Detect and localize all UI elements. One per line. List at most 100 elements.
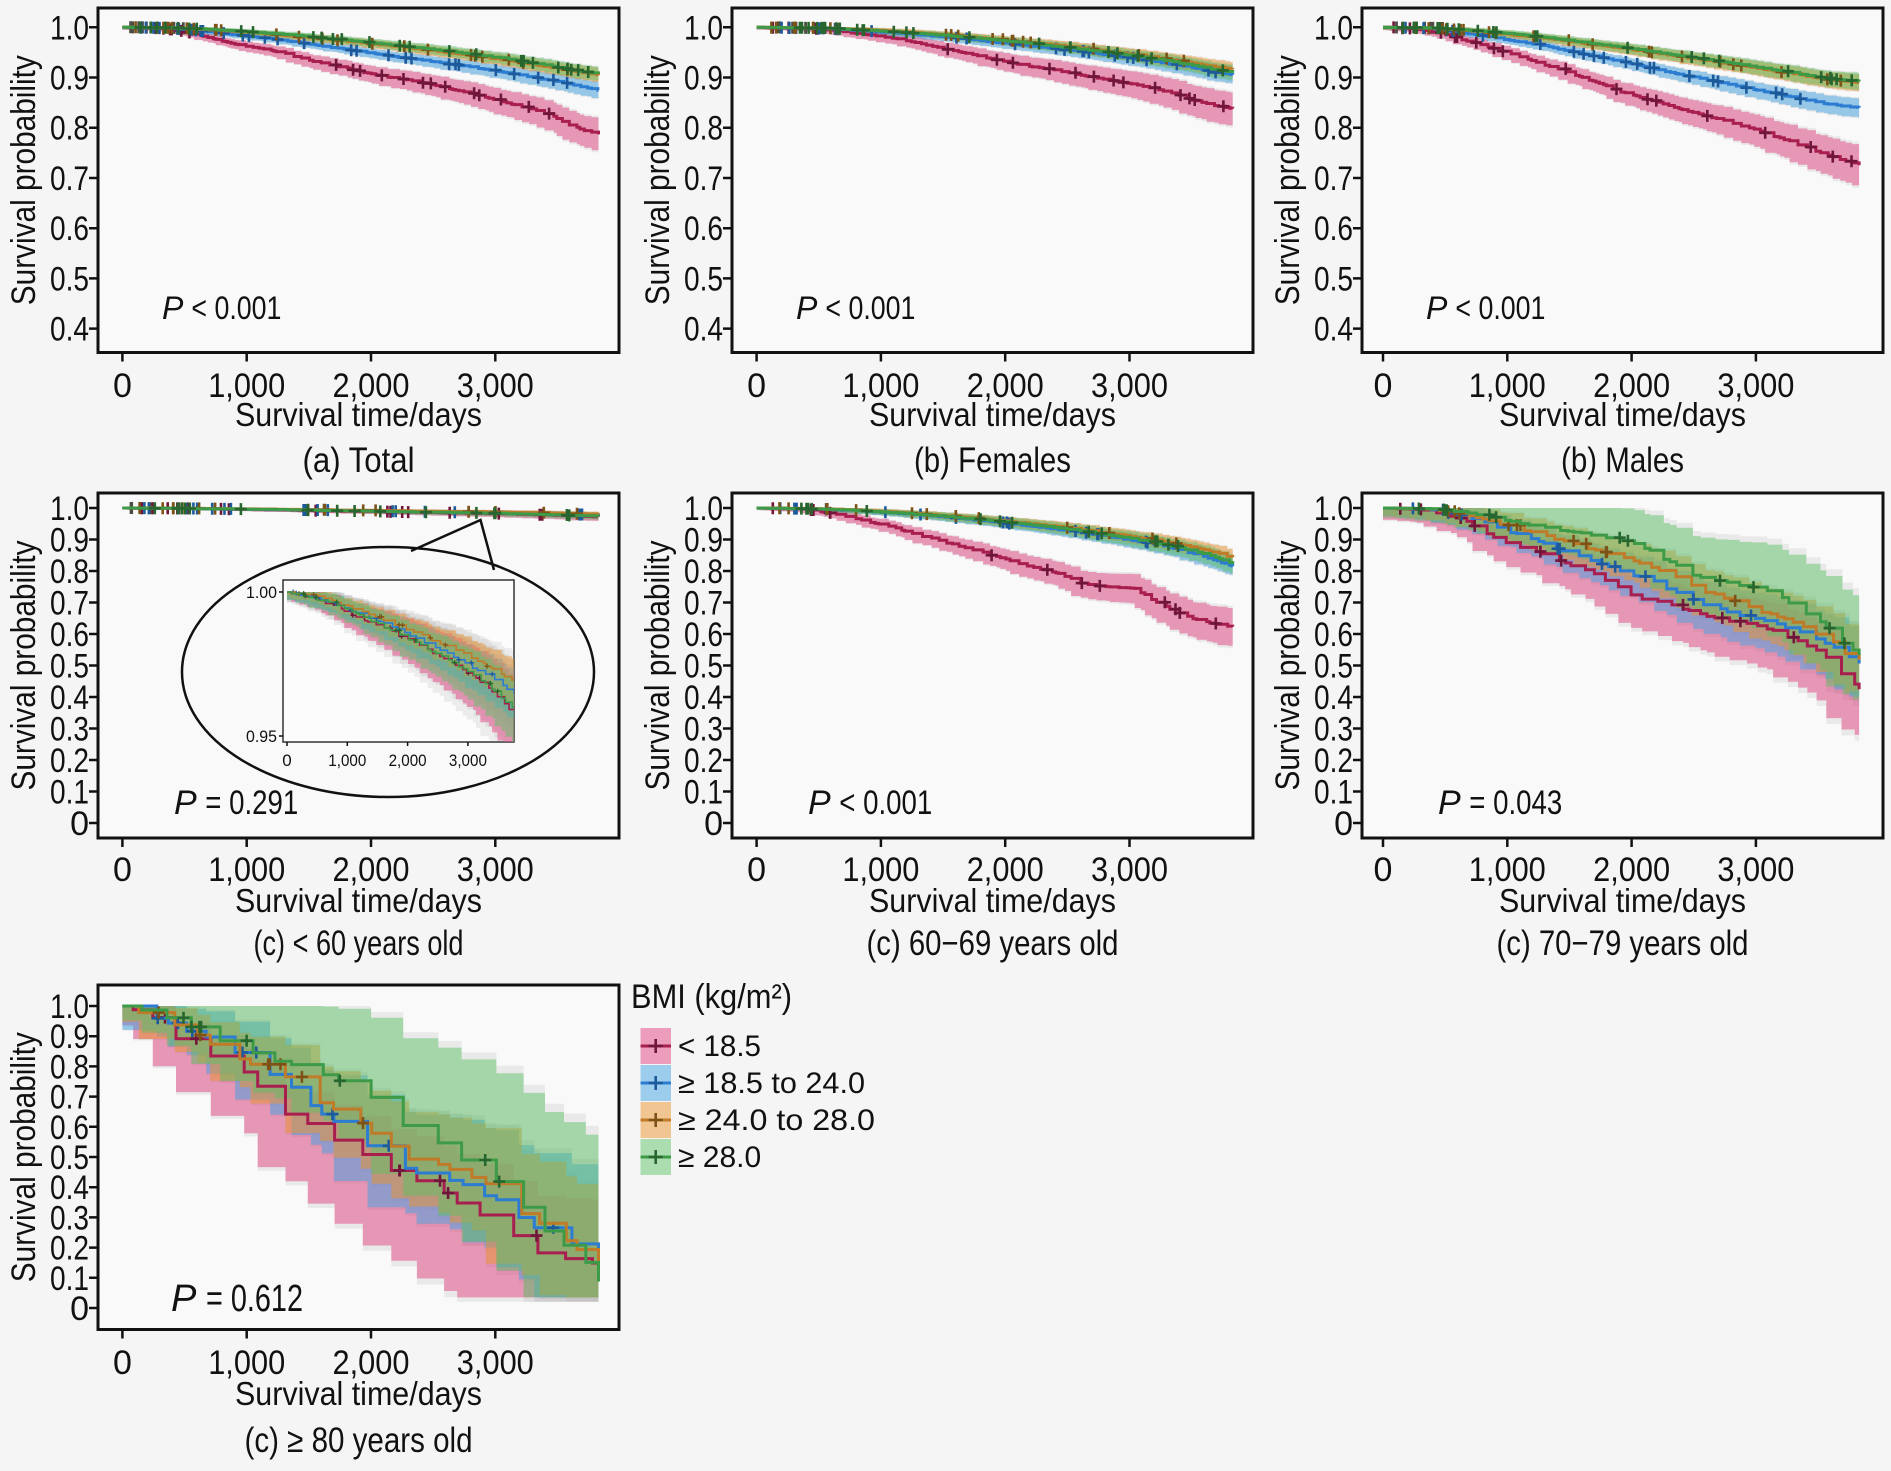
svg-text:0.8: 0.8 <box>50 1048 89 1086</box>
svg-text:0: 0 <box>1334 805 1353 843</box>
svg-text:0.6: 0.6 <box>684 210 723 248</box>
svg-text:1.0: 1.0 <box>684 9 723 47</box>
svg-text:(b) Males: (b) Males <box>1561 441 1684 480</box>
svg-text:0.8: 0.8 <box>1314 110 1353 148</box>
svg-text:Survival time/days: Survival time/days <box>235 396 482 433</box>
svg-text:1,000: 1,000 <box>842 851 919 889</box>
svg-text:0.2: 0.2 <box>50 742 89 780</box>
svg-text:Survival time/days: Survival time/days <box>869 882 1116 919</box>
svg-text:0.7: 0.7 <box>50 160 89 198</box>
svg-text:2,000: 2,000 <box>967 851 1044 889</box>
svg-text:(b) Females: (b) Females <box>914 441 1071 480</box>
svg-text:0.1: 0.1 <box>684 774 723 812</box>
svg-text:0.6: 0.6 <box>684 616 723 654</box>
svg-text:0.2: 0.2 <box>684 742 723 780</box>
svg-text:BMI (kg/m²): BMI (kg/m²) <box>631 978 792 1016</box>
svg-text:Survival time/days: Survival time/days <box>1499 396 1746 433</box>
svg-text:0.6: 0.6 <box>50 616 89 654</box>
svg-text:Survival probability: Survival probability <box>5 541 43 791</box>
svg-text:0: 0 <box>113 1344 132 1382</box>
svg-text:P: P <box>162 290 184 326</box>
svg-text:2,000: 2,000 <box>967 367 1044 405</box>
svg-text:Survival time/days: Survival time/days <box>235 1375 482 1412</box>
svg-text:≥ 18.5 to 24.0: ≥ 18.5 to 24.0 <box>678 1067 865 1100</box>
svg-text:0.9: 0.9 <box>50 60 89 98</box>
svg-text:(c) 60−69 years old: (c) 60−69 years old <box>867 924 1119 963</box>
svg-text:P: P <box>1426 290 1448 326</box>
svg-text:0.4: 0.4 <box>1314 679 1353 717</box>
svg-text:0.7: 0.7 <box>50 585 89 623</box>
svg-text:0: 0 <box>1374 367 1393 405</box>
svg-text:0.3: 0.3 <box>50 1199 89 1237</box>
svg-text:2,000: 2,000 <box>333 367 410 405</box>
svg-text:1.0: 1.0 <box>684 490 723 528</box>
svg-text:P: P <box>171 1278 197 1320</box>
svg-text:0: 0 <box>113 367 132 405</box>
svg-text:0.9: 0.9 <box>1314 522 1353 560</box>
svg-text:= 0.043: = 0.043 <box>1469 784 1562 822</box>
svg-text:0.5: 0.5 <box>684 648 723 686</box>
svg-text:0.3: 0.3 <box>684 711 723 749</box>
svg-text:Survival time/days: Survival time/days <box>869 396 1116 433</box>
svg-text:3,000: 3,000 <box>1091 367 1168 405</box>
svg-text:3,000: 3,000 <box>1717 367 1794 405</box>
svg-text:0.1: 0.1 <box>50 1260 89 1298</box>
svg-text:0.9: 0.9 <box>50 1018 89 1056</box>
svg-text:< 0.001: < 0.001 <box>839 784 932 822</box>
svg-text:0.1: 0.1 <box>50 774 89 812</box>
svg-text:3,000: 3,000 <box>1091 851 1168 889</box>
svg-text:0.6: 0.6 <box>50 210 89 248</box>
svg-text:3,000: 3,000 <box>1717 851 1794 889</box>
svg-text:0.9: 0.9 <box>684 522 723 560</box>
svg-text:0.4: 0.4 <box>50 311 89 349</box>
svg-text:0.9: 0.9 <box>50 522 89 560</box>
svg-text:1,000: 1,000 <box>842 367 919 405</box>
svg-text:1,000: 1,000 <box>328 751 366 770</box>
svg-text:0.5: 0.5 <box>50 648 89 686</box>
svg-text:1.00: 1.00 <box>246 583 277 602</box>
svg-text:0.1: 0.1 <box>1314 774 1353 812</box>
svg-text:Survival time/days: Survival time/days <box>1499 882 1746 919</box>
svg-text:≥ 28.0: ≥ 28.0 <box>678 1141 761 1174</box>
svg-text:< 0.001: < 0.001 <box>825 290 915 326</box>
svg-text:1,000: 1,000 <box>1469 367 1546 405</box>
svg-text:(c) 70−79 years old: (c) 70−79 years old <box>1497 924 1749 963</box>
svg-text:0: 0 <box>70 1290 89 1328</box>
svg-text:0: 0 <box>70 805 89 843</box>
svg-text:0.6: 0.6 <box>1314 616 1353 654</box>
svg-text:0.4: 0.4 <box>684 679 723 717</box>
svg-text:3,000: 3,000 <box>457 367 534 405</box>
svg-text:0.5: 0.5 <box>1314 260 1353 298</box>
svg-text:0.2: 0.2 <box>50 1230 89 1268</box>
svg-text:0.5: 0.5 <box>50 1139 89 1177</box>
svg-text:0.7: 0.7 <box>1314 160 1353 198</box>
svg-text:0.9: 0.9 <box>684 60 723 98</box>
svg-text:0.8: 0.8 <box>684 553 723 591</box>
svg-text:0: 0 <box>747 851 766 889</box>
svg-text:0.95: 0.95 <box>246 727 277 746</box>
svg-text:1,000: 1,000 <box>208 1344 285 1382</box>
svg-text:0.8: 0.8 <box>1314 553 1353 591</box>
svg-text:0: 0 <box>113 851 132 889</box>
svg-text:2,000: 2,000 <box>333 851 410 889</box>
svg-text:Survival probability: Survival probability <box>5 1032 43 1282</box>
svg-text:P: P <box>1438 784 1461 822</box>
svg-text:3,000: 3,000 <box>457 1344 534 1382</box>
svg-text:2,000: 2,000 <box>333 1344 410 1382</box>
svg-text:0.6: 0.6 <box>50 1109 89 1147</box>
svg-text:Survival probability: Survival probability <box>639 55 677 305</box>
svg-text:0.4: 0.4 <box>684 311 723 349</box>
svg-text:0: 0 <box>747 367 766 405</box>
svg-text:1.0: 1.0 <box>1314 9 1353 47</box>
svg-text:0.9: 0.9 <box>1314 60 1353 98</box>
svg-text:0.4: 0.4 <box>50 1169 89 1207</box>
svg-text:1,000: 1,000 <box>1469 851 1546 889</box>
svg-text:< 18.5: < 18.5 <box>678 1030 761 1063</box>
svg-text:2,000: 2,000 <box>1593 851 1670 889</box>
svg-text:1.0: 1.0 <box>50 988 89 1026</box>
svg-text:0.8: 0.8 <box>684 110 723 148</box>
svg-text:0: 0 <box>704 805 723 843</box>
svg-text:0.6: 0.6 <box>1314 210 1353 248</box>
svg-text:(c) < 60 years old: (c) < 60 years old <box>254 924 464 963</box>
svg-text:P: P <box>174 784 197 822</box>
